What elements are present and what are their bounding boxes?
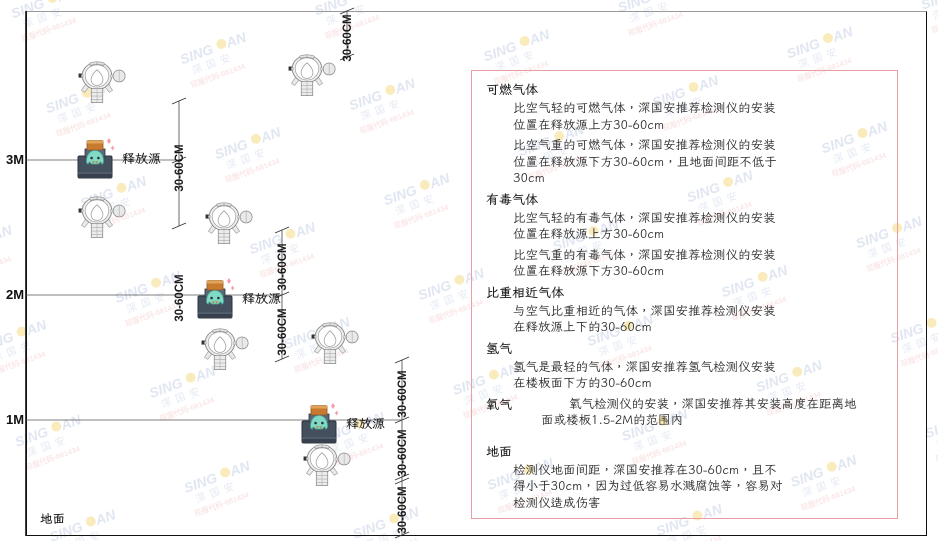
svg-text:释放源: 释放源 [242,290,281,307]
svg-text:释放源: 释放源 [122,150,161,167]
svg-text:30-60CM: 30-60CM [397,429,409,476]
svg-text:30-60CM: 30-60CM [397,370,409,417]
svg-text:30-60CM: 30-60CM [277,308,289,355]
svg-text:30-60CM: 30-60CM [174,274,186,321]
svg-text:地面: 地面 [39,510,65,527]
svg-text:1M: 1M [6,412,24,427]
svg-text:30-60CM: 30-60CM [277,243,289,290]
svg-text:30-60CM: 30-60CM [397,486,409,533]
svg-text:2M: 2M [6,287,24,302]
svg-text:30-60CM: 30-60CM [342,14,354,61]
svg-text:3M: 3M [6,152,24,167]
svg-text:释放源: 释放源 [346,415,385,432]
svg-text:30-60CM: 30-60CM [174,144,186,191]
